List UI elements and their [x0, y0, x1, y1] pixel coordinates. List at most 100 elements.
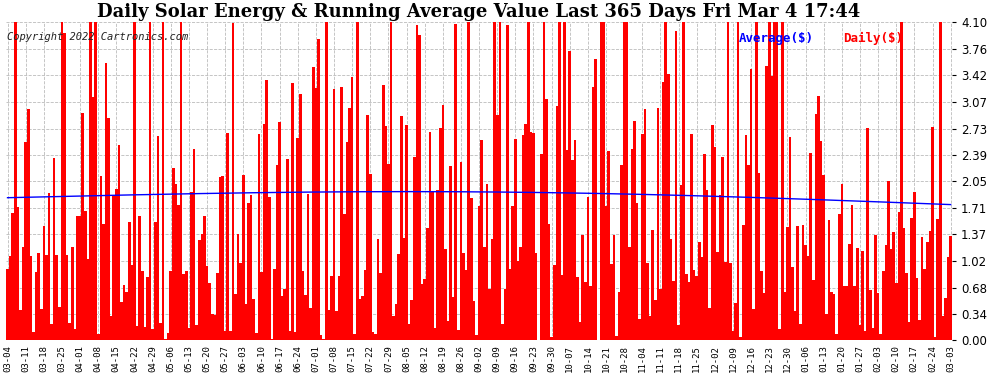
Bar: [94, 22, 97, 341]
Bar: [472, 302, 475, 340]
Bar: [55, 255, 58, 340]
Bar: [235, 294, 237, 340]
Bar: [356, 22, 358, 341]
Bar: [249, 195, 252, 340]
Bar: [836, 334, 838, 340]
Bar: [374, 334, 377, 340]
Bar: [379, 273, 382, 340]
Bar: [727, 22, 729, 341]
Bar: [602, 22, 605, 341]
Bar: [193, 149, 195, 340]
Bar: [232, 23, 235, 340]
Bar: [377, 239, 379, 340]
Bar: [19, 310, 22, 340]
Bar: [442, 105, 445, 340]
Bar: [275, 165, 278, 340]
Bar: [688, 282, 690, 340]
Bar: [929, 231, 932, 340]
Bar: [488, 290, 491, 340]
Bar: [722, 158, 724, 340]
Bar: [831, 292, 833, 340]
Bar: [81, 113, 84, 340]
Bar: [740, 337, 742, 340]
Bar: [711, 125, 714, 341]
Bar: [871, 328, 874, 340]
Bar: [317, 39, 320, 340]
Bar: [841, 184, 843, 340]
Bar: [802, 225, 804, 340]
Bar: [52, 158, 55, 340]
Bar: [555, 106, 558, 340]
Bar: [685, 274, 688, 340]
Bar: [693, 270, 695, 340]
Bar: [333, 90, 336, 340]
Bar: [543, 22, 545, 341]
Bar: [949, 236, 952, 340]
Text: Daily($): Daily($): [843, 32, 903, 45]
Bar: [747, 165, 749, 340]
Bar: [307, 194, 309, 340]
Bar: [856, 248, 858, 340]
Bar: [646, 263, 648, 340]
Bar: [245, 304, 248, 340]
Bar: [348, 108, 350, 340]
Bar: [480, 140, 483, 340]
Bar: [315, 88, 317, 340]
Bar: [760, 272, 763, 340]
Bar: [79, 216, 81, 340]
Bar: [60, 22, 63, 341]
Bar: [742, 225, 744, 340]
Bar: [770, 76, 773, 340]
Bar: [216, 273, 219, 340]
Bar: [180, 22, 182, 341]
Bar: [651, 230, 654, 340]
Bar: [911, 218, 913, 340]
Bar: [864, 331, 866, 340]
Bar: [563, 22, 566, 341]
Bar: [408, 324, 411, 340]
Bar: [144, 327, 147, 340]
Bar: [164, 339, 167, 340]
Bar: [540, 154, 543, 340]
Bar: [118, 144, 120, 340]
Bar: [714, 147, 716, 340]
Bar: [656, 108, 659, 340]
Bar: [459, 162, 462, 340]
Bar: [675, 31, 677, 340]
Bar: [527, 22, 530, 341]
Bar: [296, 138, 299, 340]
Bar: [765, 66, 768, 340]
Bar: [838, 214, 841, 340]
Bar: [815, 114, 817, 340]
Bar: [222, 176, 224, 340]
Bar: [384, 126, 387, 340]
Bar: [644, 109, 646, 340]
Bar: [607, 151, 610, 340]
Bar: [623, 22, 626, 341]
Bar: [478, 206, 480, 340]
Bar: [587, 197, 589, 340]
Bar: [566, 150, 568, 340]
Bar: [341, 87, 344, 340]
Bar: [102, 224, 105, 340]
Bar: [136, 326, 139, 340]
Bar: [363, 270, 366, 340]
Bar: [344, 213, 346, 340]
Bar: [664, 22, 667, 341]
Bar: [147, 276, 148, 340]
Bar: [48, 193, 50, 340]
Bar: [432, 192, 434, 340]
Bar: [682, 22, 685, 341]
Bar: [610, 264, 613, 340]
Bar: [768, 22, 770, 341]
Bar: [451, 297, 454, 340]
Bar: [110, 315, 113, 340]
Bar: [755, 22, 757, 341]
Bar: [240, 263, 242, 340]
Bar: [242, 174, 245, 340]
Bar: [312, 67, 315, 340]
Bar: [501, 324, 504, 340]
Bar: [291, 83, 294, 340]
Bar: [848, 244, 850, 340]
Bar: [773, 22, 776, 341]
